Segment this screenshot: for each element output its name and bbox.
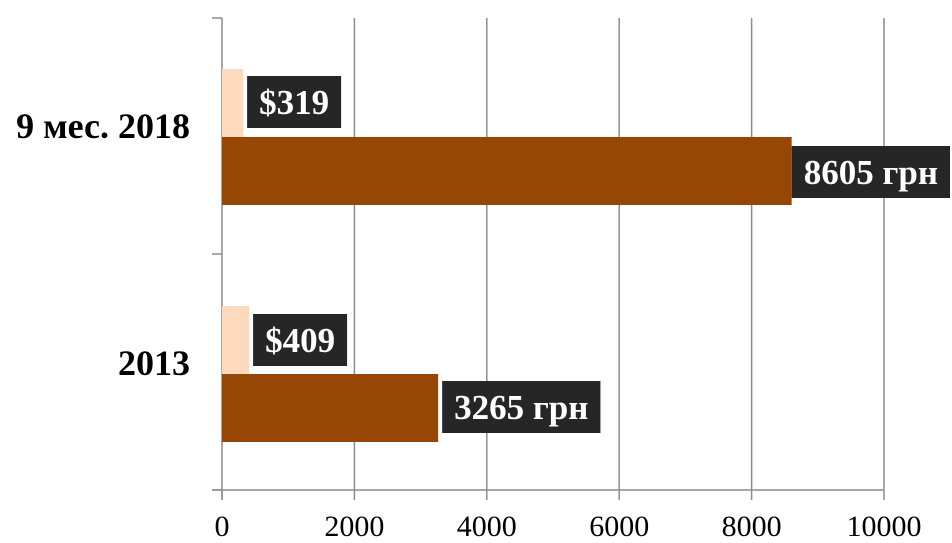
data-label-text: 3265 грн	[454, 388, 588, 427]
x-tick-label: 10000	[847, 510, 922, 543]
x-tick-label: 2000	[324, 510, 384, 543]
data-label-text: 8605 грн	[804, 153, 938, 192]
x-tick-label: 0	[215, 510, 230, 543]
x-tick-labels: 0 2000 4000 6000 8000 10000	[215, 510, 922, 543]
data-label-text: $409	[265, 321, 335, 360]
data-label-box	[253, 314, 348, 366]
data-labels: $319 8605 грн $409 3265 грн	[247, 76, 950, 433]
data-label-box	[442, 381, 601, 433]
category-labels: 9 мес. 2018 2013	[16, 106, 190, 383]
category-label: 2013	[118, 343, 190, 383]
bars	[222, 69, 792, 442]
data-label-box	[247, 76, 342, 128]
bar	[222, 69, 244, 137]
data-label: 8605 грн	[791, 146, 950, 198]
bar	[222, 306, 250, 374]
bar	[222, 137, 792, 205]
data-label-text: $319	[259, 83, 329, 122]
data-label: 3265 грн	[442, 381, 601, 433]
x-tick-label: 8000	[722, 510, 782, 543]
x-tick-label: 6000	[589, 510, 649, 543]
data-label-box	[791, 146, 950, 198]
bar	[222, 374, 439, 442]
data-label: $409	[253, 314, 348, 366]
x-tick-label: 4000	[457, 510, 517, 543]
data-label: $319	[247, 76, 342, 128]
category-label: 9 мес. 2018	[16, 106, 190, 146]
